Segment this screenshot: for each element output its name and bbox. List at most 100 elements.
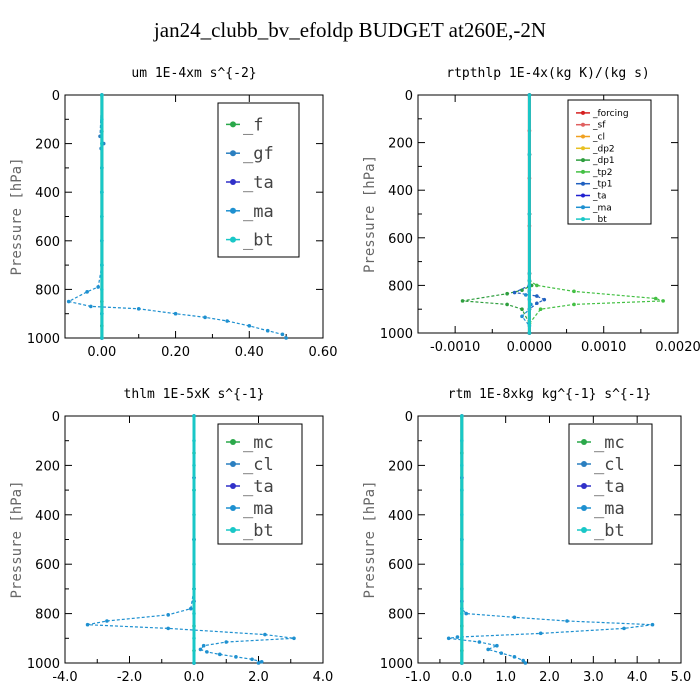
data-point [100,166,104,170]
data-point [188,606,193,611]
legend-marker [230,179,236,185]
x-tick-label: 0.20 [161,345,190,360]
data-point [166,626,170,631]
data-point [460,414,464,418]
legend-marker [581,134,585,139]
panel-thlm: thlm 1E-5xK s^{-1} Pressure [hPa] -4.0 -2.0… [9,387,333,685]
data-point [89,304,93,309]
panel-title: rtm 1E-8xkg kg^{-1} s^{-1} [448,387,652,402]
data-point [535,294,539,298]
data-point [66,299,71,304]
data-point [464,611,469,616]
data-point [653,296,658,301]
x-tick-label: 1.0 [495,670,516,685]
data-point [572,302,576,307]
data-point [292,636,296,641]
legend-marker [581,505,587,511]
legend-label: _bt [243,231,274,251]
legend-label: _tp1 [592,180,612,190]
legend-label: _bt [243,521,274,541]
legend-marker [230,527,236,533]
data-point [527,271,532,276]
legend-marker [230,207,236,214]
panel-title: rtpthlp 1E-4x(kg K)/(kg s) [446,66,650,81]
data-point [505,291,509,296]
y-tick-label: 0 [405,410,413,425]
y-tick-label: 600 [35,235,60,250]
y-tick-label: 200 [388,137,413,152]
data-point [477,640,482,644]
legend-marker [581,122,585,127]
data-point [455,635,460,639]
legend-label: _cl [594,455,625,475]
legend-label: _ma [594,499,625,519]
y-tick-label: 1000 [380,327,413,342]
data-point [622,626,626,631]
x-tick-label: -1.0 [405,670,430,685]
x-tick-label: -2.0 [117,670,142,685]
data-point [512,615,517,620]
data-point [192,414,196,418]
y-tick-label: 200 [388,459,413,474]
x-tick-label: 0.40 [235,345,264,360]
y-tick-label: 1000 [27,657,60,672]
y-tick-label: 400 [35,509,60,524]
legend-label: _dp2 [592,144,615,154]
legend-label: _mc [243,433,274,453]
data-point [538,307,543,312]
x-tick-label: 0.0020 [655,340,700,355]
x-tick-label: 3.0 [583,670,604,685]
y-axis-label: Pressure [hPa] [362,155,378,273]
legend-label: _ta [592,192,607,202]
legend-label: _forcing [592,109,629,119]
data-point [460,636,464,641]
data-point [572,289,576,294]
legend-label: _cl [592,133,605,143]
y-axis-label: Pressure [hPa] [362,480,378,598]
data-point [280,332,285,337]
data-point [499,651,504,655]
data-point [201,643,206,648]
data-point [527,93,532,97]
legend-marker [581,483,587,489]
legend-label: _tp2 [592,168,612,178]
x-tick-label: 4.0 [313,670,334,685]
legend-marker [581,217,585,222]
data-point [100,336,104,340]
legend-marker [581,461,587,467]
data-point [460,587,464,591]
data-point [198,647,203,652]
data-point [460,488,464,492]
legend-marker [581,169,585,174]
data-point [205,650,209,654]
legend-marker [581,527,587,533]
data-point [100,239,104,243]
panel-rtpthlp: rtpthlp 1E-4x(kg K)/(kg s) Pressure [hPa]… [362,66,700,355]
x-tick-label: 0.60 [309,345,338,360]
data-point [505,302,509,307]
y-tick-label: 800 [388,608,413,623]
y-tick-label: 600 [35,558,60,573]
legend-marker [230,439,236,445]
data-point [460,611,464,616]
data-point [460,438,464,443]
data-point [535,301,539,306]
legend-marker [230,150,236,157]
data-point [284,336,288,340]
x-tick-label: 0.0 [451,670,472,685]
legend-marker [230,505,236,511]
data-point [192,537,196,542]
data-point [520,307,524,312]
x-tick-label: -4.0 [52,670,77,685]
data-point [512,655,517,659]
data-point [460,513,464,517]
legend-label: _cl [243,455,274,475]
data-point [192,463,196,468]
y-tick-label: 800 [388,279,413,294]
data-point [192,438,196,443]
data-point [100,287,104,292]
data-point [521,658,525,663]
data-point [446,636,451,641]
x-tick-label: 5.0 [671,670,692,685]
